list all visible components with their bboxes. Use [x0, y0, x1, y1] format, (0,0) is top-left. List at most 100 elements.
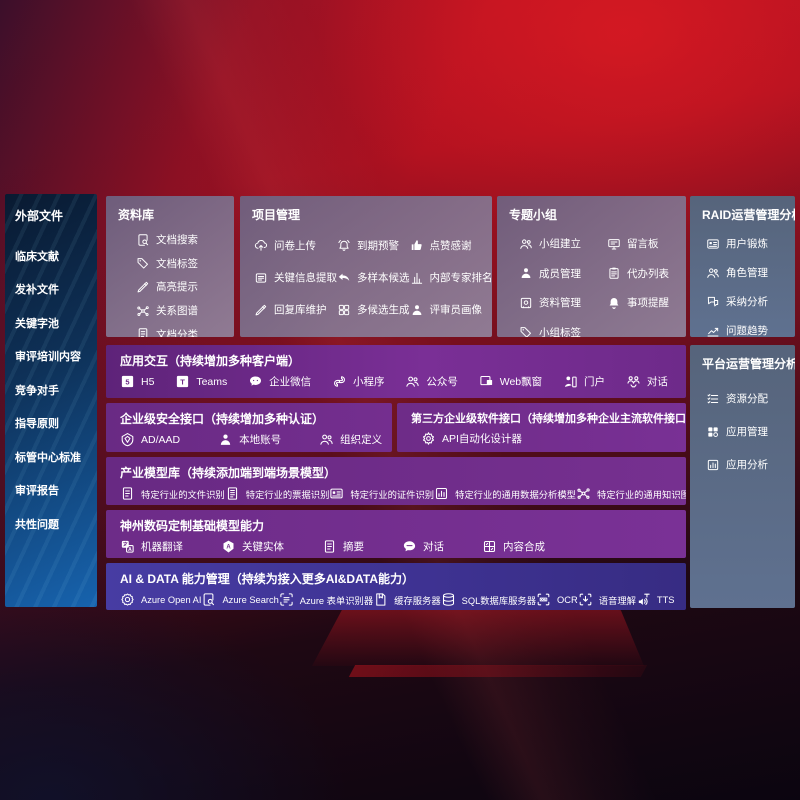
chat-icon [402, 539, 417, 554]
doc-lines-icon [225, 486, 240, 501]
person-local-icon [218, 432, 233, 447]
graph-icon [576, 486, 591, 501]
item-label: 审评培训内容 [15, 351, 81, 364]
person-add-icon [519, 266, 533, 280]
list-item: Azure Open AI [120, 592, 201, 607]
list-item: 对话 [402, 539, 444, 554]
list-item: 缓存服务器 [373, 592, 441, 607]
item-label: 内容合成 [503, 541, 545, 553]
list-item: OCR OCR [536, 592, 578, 607]
topic-groups-panel: 专题小组 小组建立 成员管理 资料管理 小组标签 留言板 代办列表 事项提醒 [497, 196, 686, 337]
list-item: 关系图谱 [136, 299, 234, 323]
list-item: 特定行业的票据识别 [225, 486, 330, 501]
item-label: 应用管理 [726, 426, 768, 438]
item-label: 发补文件 [15, 284, 59, 297]
mini-program-icon [332, 374, 347, 389]
band-title: 企业级安全接口（持续增加多种认证） [120, 412, 325, 426]
rank-icon [410, 271, 424, 285]
list-item: 留言板 [607, 229, 686, 259]
list-item: 回复库维护 [254, 294, 337, 326]
list-item: 点赞感谢 [410, 229, 493, 261]
list-item: 用户锻炼 [706, 229, 795, 258]
item-label: 对话 [646, 376, 668, 388]
bbs-icon [607, 237, 621, 251]
project-column-2: 到期预警多样本候选多候选生成一键采纳 [337, 229, 410, 337]
chat-pair-icon [626, 374, 641, 389]
list-item: 项目知识图谱 [254, 326, 337, 338]
grid-icon [337, 303, 351, 317]
list-item: 问题趋势 [706, 316, 795, 337]
portal-icon [563, 374, 578, 389]
wechat-work-icon [248, 374, 263, 389]
panel-title: 外部文件 [15, 209, 64, 223]
list-item: 对话 [626, 374, 668, 389]
item-label: 机器翻译 [141, 541, 183, 553]
list-check-icon [706, 392, 720, 406]
list-item: 门户 [563, 374, 605, 389]
interaction-items: 5 H5 T Teams 企业微信 小程序 公众号 Web飘窗 门户 对话 [106, 369, 686, 389]
list-item: 小程序 [332, 374, 385, 389]
list-item: 采纳分析 [706, 287, 795, 316]
openai-icon [120, 592, 135, 607]
h5-icon: 5 [120, 374, 135, 389]
app-interaction-band: 应用交互（持续增加多种客户端） 5 H5 T Teams 企业微信 小程序 公众号 Web飘窗… [106, 345, 686, 398]
list-item: 5 H5 [120, 374, 154, 389]
list-item: 内部专家排名 [410, 261, 492, 293]
item-label: 门户 [584, 376, 606, 388]
item-label: 资源分配 [726, 393, 768, 405]
svg-text:A: A [226, 545, 231, 551]
item-label: 用户锻炼 [726, 238, 768, 250]
item-label: 评审员画像 [429, 304, 483, 317]
list-item: 组织定义 [319, 432, 382, 447]
list-item: 多样本候选 [337, 261, 410, 293]
list-item: 小组标签 [519, 318, 607, 337]
item-label: 关键字池 [15, 317, 59, 330]
groups-column-2: 留言板 代办列表 事项提醒 [607, 229, 686, 337]
item-label: 特定行业的通用数据分析模型 [455, 489, 576, 500]
item-label: 一键采纳 [357, 335, 399, 338]
item-label: OCR [557, 594, 578, 605]
list-item: 内容合成 [482, 539, 545, 554]
list-item: 角色管理 [706, 258, 795, 287]
web-window-icon [479, 374, 494, 389]
list-item: 文档搜索 [136, 228, 234, 252]
item-label: 竞争对手 [15, 384, 59, 397]
item-label: 特定行业的文件识别 [141, 489, 225, 500]
doc-search-icon [201, 592, 216, 607]
security-items: AD/AAD 本地账号 组织定义 [106, 427, 392, 447]
item-label: 特定行业的票据识别 [245, 489, 330, 500]
laptop-base-silhouette [348, 665, 648, 677]
list-item: A 机器翻译 [120, 539, 183, 554]
project-columns: 问卷上传关键信息提取回复库维护项目知识图谱 到期预警多样本候选多候选生成一键采纳… [240, 227, 492, 337]
laptop-silhouette [312, 610, 644, 666]
list-item: 公众号 [405, 374, 458, 389]
pen-icon [254, 303, 268, 317]
list-item: T Teams [175, 374, 227, 389]
speech-icon [578, 592, 593, 607]
list-item: 成员管理 [519, 259, 607, 289]
band-title: AI & DATA 能力管理（持续为接入更多AI&DATA能力） [120, 572, 414, 586]
graph-icon [254, 335, 268, 337]
list-item: Azure Search [201, 592, 279, 607]
item-label: 关键实体 [242, 541, 284, 553]
list-item: 企业微信 [248, 374, 311, 389]
chart-box-icon [706, 458, 720, 472]
teams-icon: T [175, 374, 190, 389]
project-management-panel: 项目管理 问卷上传关键信息提取回复库维护项目知识图谱 到期预警多样本候选多候选生… [240, 196, 492, 337]
item-label: Azure Open AI [141, 594, 202, 605]
compose-icon [482, 539, 497, 554]
ai-data-band: AI & DATA 能力管理（持续为接入更多AI&DATA能力） Azure O… [106, 563, 686, 610]
item-label: 文档标签 [156, 257, 198, 270]
band-title: 神州数码定制基础模型能力 [120, 519, 265, 533]
panel-title: RAID运营管理分析 [702, 208, 795, 222]
item-label: AD/AAD [141, 433, 181, 446]
item-label: 文档分类 [156, 328, 198, 337]
item-label: 小组标签 [539, 326, 581, 337]
item-label: API自动化设计器 [442, 433, 522, 445]
repository-list: 文档搜索 文档标签 高亮提示 关系图谱 文档分类 [106, 227, 234, 337]
qa-chat-icon [706, 295, 720, 309]
thirdparty-software-band: 第三方企业级软件接口（持续增加多种企业主流软件接口） API自动化设计器 [397, 403, 686, 452]
thirdparty-items: API自动化设计器 [397, 426, 686, 446]
tag-icon [519, 325, 533, 337]
alarm-icon [337, 238, 351, 252]
